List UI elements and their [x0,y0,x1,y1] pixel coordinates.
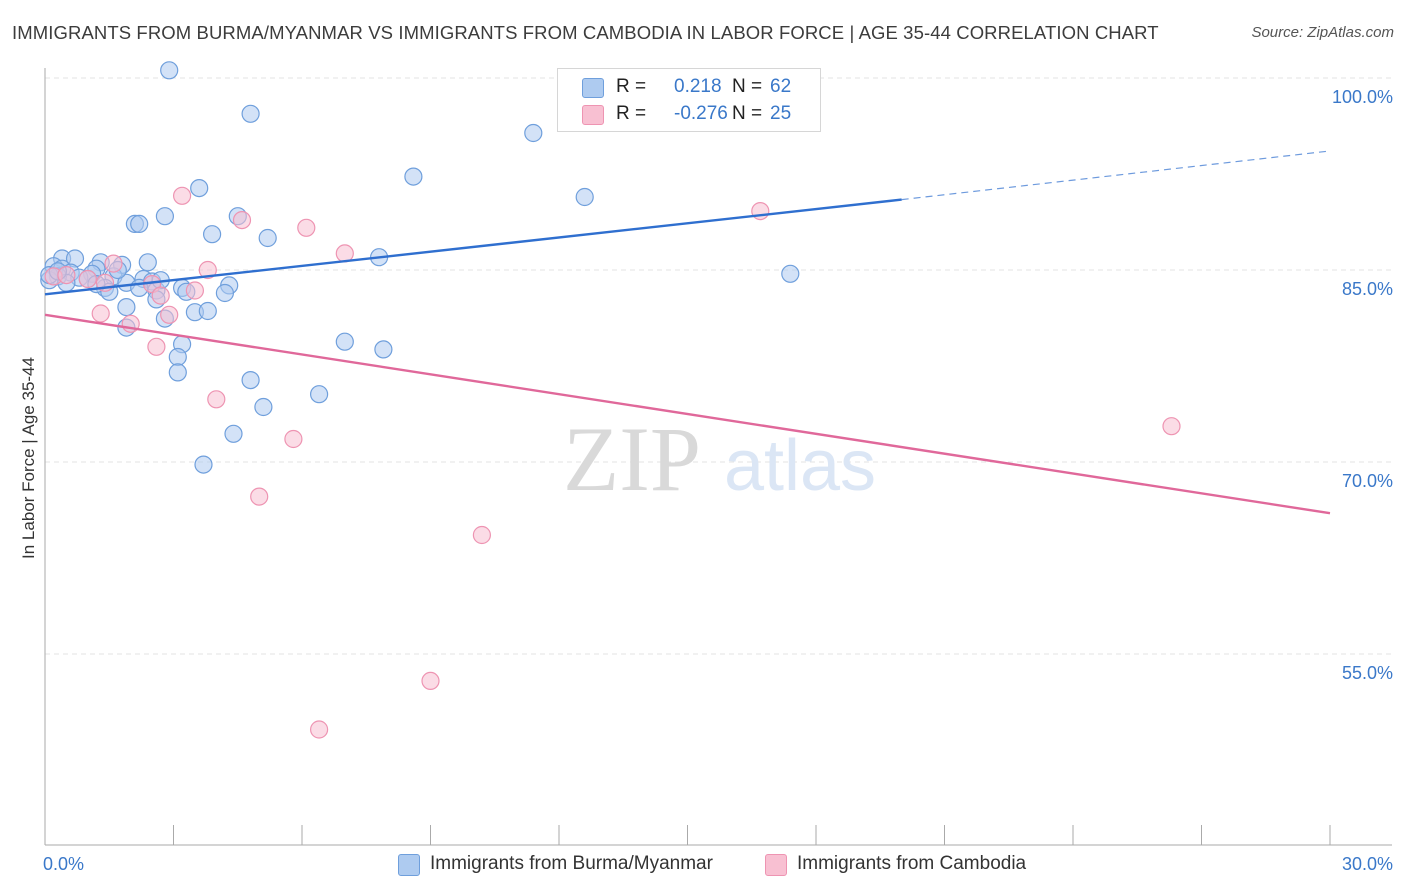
x-tick-label: 0.0% [43,854,84,874]
y-tick-label: 70.0% [1342,471,1393,491]
legend-n-value: 25 [770,103,792,124]
burma-point [310,385,329,404]
burma-point [168,347,187,367]
burma-point [404,167,423,186]
grid-lines [45,77,1392,655]
cambodia-point [151,286,170,305]
legend-swatch-burma [582,78,604,98]
burma-point [168,363,187,382]
legend-swatch-cambodia [582,105,604,125]
cambodia-point [160,305,179,324]
legend-n-label: N = [732,103,763,124]
burma-point [224,424,243,443]
burma-point [130,214,149,233]
data-points [40,61,1181,739]
burma-point [190,179,209,198]
burma-point [335,332,354,351]
watermark-atlas: atlas [724,426,876,506]
burma-trend-line [44,198,902,296]
cambodia-point [91,304,110,323]
cambodia-point [310,720,329,739]
cambodia-point [173,186,192,205]
axes [44,68,1392,846]
cambodia-point [147,337,166,356]
bottom-legend-swatch-burma [398,854,420,876]
cambodia-point [57,266,76,285]
watermark-zip: ZIP [563,408,701,510]
cambodia-point [78,269,97,289]
burma-point [575,187,594,207]
trend-lines [44,150,1331,515]
burma-point [194,455,213,474]
burma-point [160,61,179,80]
source-label: Source: ZipAtlas.com [1251,24,1394,41]
bottom-legend-swatch-cambodia [765,854,787,876]
burma-trend-extension [901,150,1331,201]
cambodia-point [207,390,226,409]
burma-point [241,104,260,123]
legend-r-label: R = [616,76,647,97]
bottom-legend-label-burma: Immigrants from Burma/Myanmar [430,853,713,874]
y-axis-label: In Labor Force | Age 35-44 [19,357,38,559]
chart-title: IMMIGRANTS FROM BURMA/MYANMAR VS IMMIGRA… [12,22,1159,43]
y-tick-label: 100.0% [1332,87,1393,107]
legend-n-value: 62 [770,76,792,97]
burma-point [258,228,277,248]
cambodia-point [232,211,252,230]
bottom-legend-label-cambodia: Immigrants from Cambodia [797,853,1027,874]
burma-point [374,340,393,359]
cambodia-point [104,254,123,273]
cambodia-point [1162,417,1181,436]
cambodia-point [297,218,316,237]
cambodia-point [198,260,217,280]
burma-point [781,264,800,283]
x-tick-label: 30.0% [1342,854,1393,874]
burma-point [524,123,543,143]
cambodia-point [421,671,440,691]
cambodia-point [284,429,303,449]
burma-point [203,225,222,244]
burma-point [241,371,260,390]
legend-r-label: R = [616,103,647,124]
burma-point [215,283,234,303]
legend-r-value: 0.218 [674,76,722,97]
legend-n-label: N = [732,76,763,97]
burma-point [198,301,217,321]
y-tick-label: 55.0% [1342,663,1393,683]
cambodia-point [185,281,204,300]
cambodia-point [472,525,491,545]
legend-r-value: -0.276 [674,103,728,124]
cambodia-point [250,487,269,506]
burma-point [254,397,273,417]
burma-point [138,253,157,272]
cambodia-trend-line [44,313,1331,515]
burma-point [155,207,174,226]
correlation-legend: R = 0.218 N = 62 R = -0.276 N = 25 [557,68,821,132]
burma-point [117,298,136,317]
tick-labels: 100.0% 85.0% 70.0% 55.0% 0.0% 30.0% [43,87,1393,874]
y-tick-label: 85.0% [1342,279,1393,299]
